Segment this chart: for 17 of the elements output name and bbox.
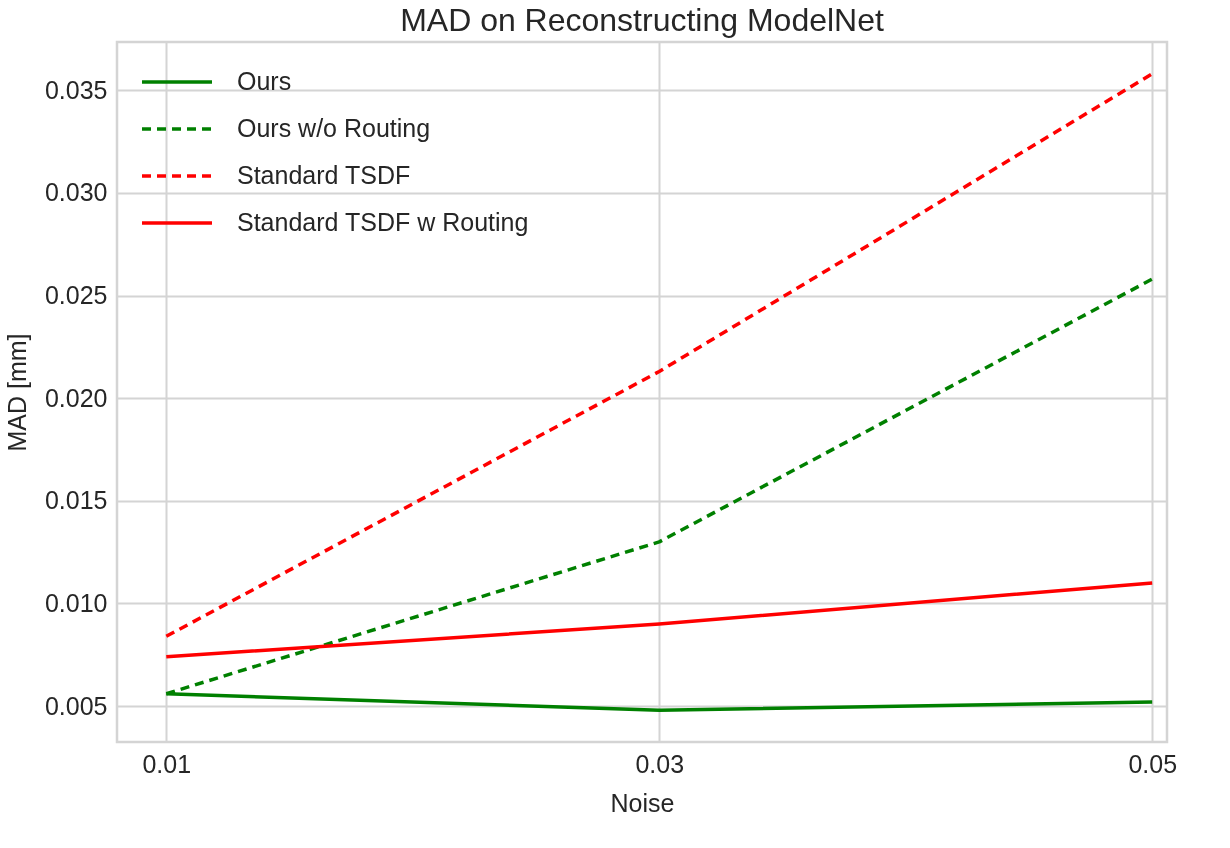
y-tick-label: 0.025 (44, 281, 108, 310)
x-tick-label: 0.01 (142, 749, 192, 778)
legend-label: Standard TSDF (237, 161, 411, 189)
y-tick-label: 0.010 (44, 588, 108, 617)
y-tick-label: 0.005 (44, 691, 108, 720)
x-axis-title: Noise (610, 788, 675, 817)
legend-label: Ours w/o Routing (237, 114, 431, 142)
x-tick-label: 0.03 (635, 749, 685, 778)
y-axis-title: MAD [mm] (2, 333, 31, 452)
y-tick-label: 0.035 (44, 75, 108, 104)
legend-label: Ours (237, 67, 292, 95)
chart-title: MAD on Reconstructing ModelNet (400, 2, 884, 38)
y-tick-label: 0.020 (44, 383, 108, 412)
x-tick-label: 0.05 (1128, 749, 1178, 778)
y-tick-label: 0.030 (44, 178, 108, 207)
legend-label: Standard TSDF w Routing (237, 208, 529, 236)
y-tick-label: 0.015 (44, 486, 108, 515)
